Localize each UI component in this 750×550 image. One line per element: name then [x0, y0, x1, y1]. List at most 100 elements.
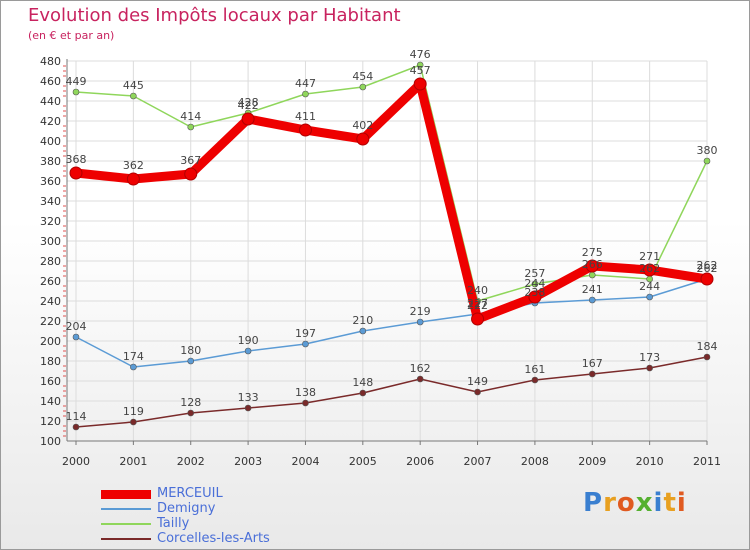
data-label: 447	[295, 77, 316, 90]
data-label: 262	[697, 259, 718, 272]
x-tick-label: 2010	[636, 455, 664, 468]
series-line-merceuil	[71, 79, 712, 324]
data-label: 266	[582, 258, 603, 271]
y-tick-label: 100	[40, 435, 61, 448]
data-point	[184, 167, 198, 181]
data-point	[416, 375, 424, 383]
y-tick-label: 340	[40, 195, 61, 208]
data-point	[528, 290, 542, 304]
x-tick-label: 2004	[291, 455, 319, 468]
data-label: 227	[467, 297, 488, 310]
data-label: 428	[238, 96, 259, 109]
legend-label: Demigny	[157, 501, 216, 516]
data-point	[416, 318, 424, 326]
data-label: 275	[582, 246, 603, 259]
x-tick-label: 2008	[521, 455, 549, 468]
data-label: 128	[180, 396, 201, 409]
data-point	[72, 333, 80, 341]
data-point	[471, 312, 485, 326]
y-tick-label: 360	[40, 175, 61, 188]
y-tick-label: 400	[40, 135, 61, 148]
data-point	[585, 259, 599, 273]
data-label: 161	[524, 363, 545, 376]
y-tick-label: 240	[40, 295, 61, 308]
data-point	[187, 409, 195, 417]
data-point	[302, 399, 309, 407]
data-label: 362	[123, 159, 144, 172]
y-tick-label: 220	[40, 315, 61, 328]
data-point	[69, 166, 83, 180]
data-label: 414	[180, 110, 201, 123]
data-label: 222	[467, 299, 488, 312]
legend-label: Corcelles-les-Arts	[157, 531, 270, 546]
data-point	[588, 370, 596, 378]
y-tick-label: 120	[40, 415, 61, 428]
legend-swatch	[101, 523, 151, 525]
data-label: 422	[238, 99, 259, 112]
data-point	[244, 347, 252, 355]
y-tick-label: 380	[40, 155, 61, 168]
data-point	[302, 340, 309, 348]
data-label: 180	[180, 344, 201, 357]
y-tick-label: 140	[40, 395, 61, 408]
data-point	[700, 272, 714, 286]
y-tick-label: 420	[40, 115, 61, 128]
data-label: 114	[66, 410, 87, 423]
data-point	[531, 376, 539, 384]
data-label: 138	[295, 386, 316, 399]
legend-swatch	[101, 489, 151, 499]
data-label: 204	[66, 320, 87, 333]
x-tick-label: 2007	[464, 455, 492, 468]
data-point	[359, 327, 367, 335]
logo-letter: i	[676, 488, 687, 518]
data-label: 367	[180, 154, 201, 167]
data-point	[130, 92, 137, 100]
data-label: 262	[639, 262, 660, 275]
chart-title: Evolution des Impôts locaux par Habitant	[28, 5, 401, 26]
y-tick-label: 320	[40, 215, 61, 228]
x-tick-label: 2003	[234, 455, 262, 468]
data-label: 271	[639, 250, 660, 263]
x-tick-label: 2009	[578, 455, 606, 468]
data-label: 449	[66, 75, 87, 88]
data-label: 148	[352, 376, 373, 389]
data-label: 445	[123, 79, 144, 92]
proxiti-logo: Proxiti	[583, 488, 687, 518]
data-point	[588, 271, 596, 279]
data-label: 162	[410, 362, 431, 375]
y-tick-label: 260	[40, 275, 61, 288]
x-tick-label: 2000	[62, 455, 90, 468]
data-point	[588, 296, 596, 304]
data-point	[413, 77, 427, 91]
data-point	[416, 61, 424, 69]
data-label: 411	[295, 110, 316, 123]
logo-letter: i	[653, 488, 664, 518]
data-label: 210	[352, 314, 373, 327]
data-point	[244, 404, 252, 412]
data-label: 197	[295, 327, 316, 340]
data-label: 476	[410, 48, 431, 61]
data-point	[703, 157, 711, 165]
data-label: 219	[410, 305, 431, 318]
legend-swatch	[101, 538, 151, 540]
logo-letter: r	[603, 488, 617, 518]
data-label: 133	[238, 391, 259, 404]
data-label: 457	[410, 64, 431, 77]
data-point	[72, 88, 80, 96]
y-tick-label: 180	[40, 355, 61, 368]
data-label: 173	[639, 351, 660, 364]
y-tick-label: 200	[40, 335, 61, 348]
data-point	[359, 389, 367, 397]
axes: 100 120 140 160 180 200 220 240 260 280 300 320 340 3…	[40, 55, 721, 468]
data-label: 244	[639, 280, 660, 293]
data-point	[126, 172, 140, 186]
logo-letter: x	[635, 488, 654, 518]
data-point	[130, 418, 137, 426]
y-tick-label: 280	[40, 255, 61, 268]
data-label: 167	[582, 357, 603, 370]
grid	[67, 60, 708, 442]
y-tick-label: 440	[40, 95, 61, 108]
data-point	[241, 112, 255, 126]
